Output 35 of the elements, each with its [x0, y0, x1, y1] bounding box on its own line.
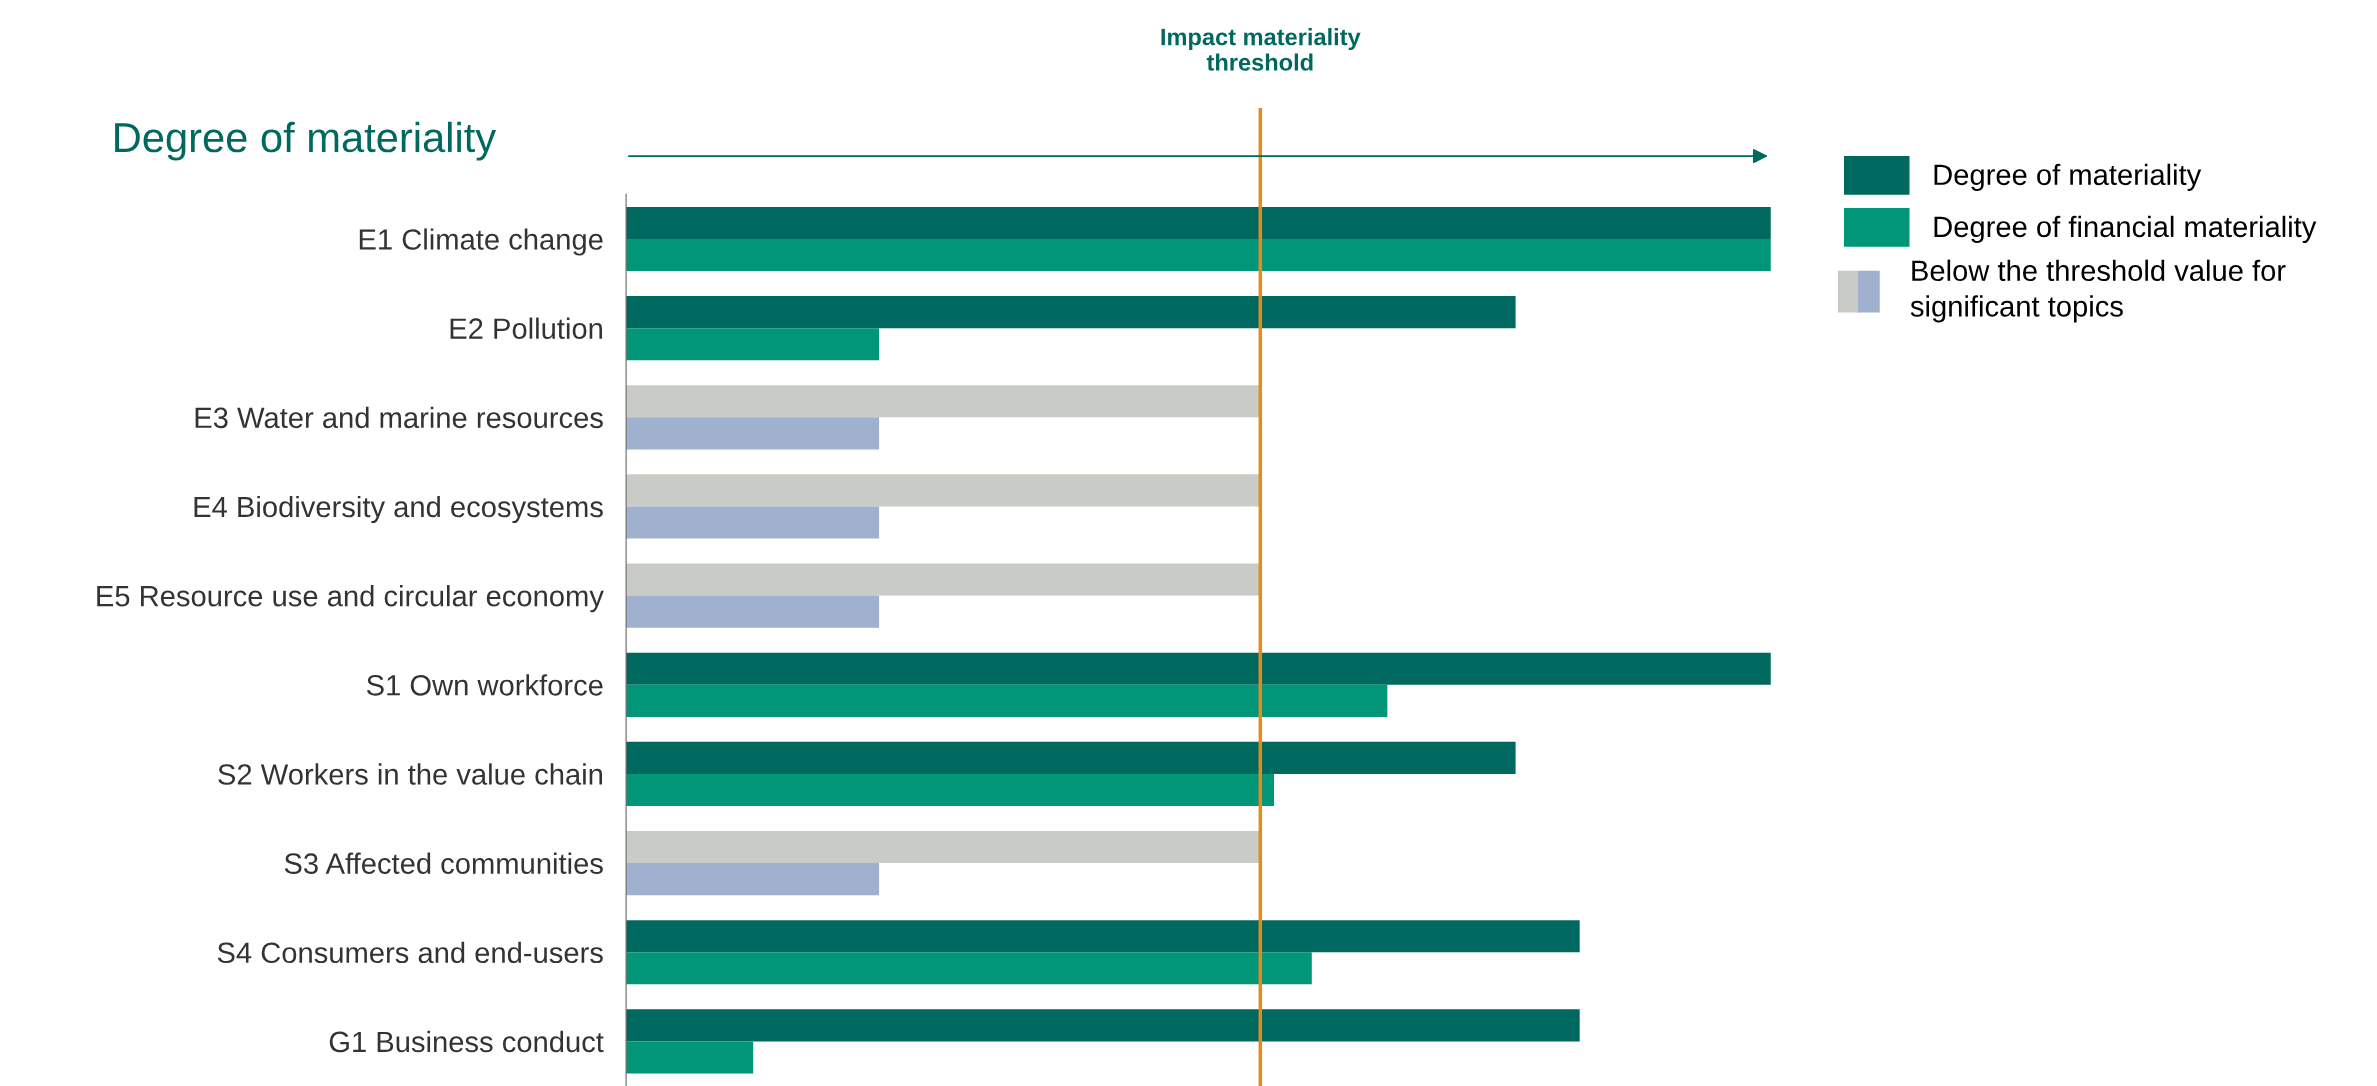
y-tick-label: E3 Water and marine resources [195, 406, 603, 429]
y-tick-label: S3 Affected communities [284, 852, 603, 874]
bar [626, 652, 1771, 685]
y-tick-label: E4 Biodiversity and ecosystems [194, 495, 603, 524]
legend-label: Degree of financial materiality [1934, 215, 2317, 243]
bar [626, 385, 1261, 418]
bar [626, 1041, 754, 1074]
bar [626, 684, 1388, 717]
bar [626, 328, 880, 361]
bar [626, 773, 1275, 807]
y-tick-label: E2 Pollution [450, 317, 602, 339]
y-tick-label: E1 Climate change [359, 228, 603, 256]
legend-label: Degree of materiality [1934, 163, 2202, 191]
ref-line-label: Impact materiality threshold [1161, 28, 1361, 71]
bar [626, 831, 1261, 864]
bar [626, 206, 1771, 239]
y-tick-label: G1 Business conduct [329, 1030, 604, 1053]
bar [626, 1009, 1580, 1042]
bar [626, 474, 1261, 507]
y-tick-label: E5 Resource use and circular economy [97, 585, 604, 613]
bar [626, 563, 1261, 596]
bar [626, 863, 880, 896]
bar [626, 741, 1516, 774]
bar [626, 296, 1516, 329]
bar [626, 238, 1771, 272]
y-tick-label: S2 Workers in the value chain [218, 763, 603, 785]
bar [626, 952, 1312, 985]
y-tick-label: S1 Own workforce [366, 674, 603, 696]
bar [626, 506, 880, 539]
y-tick-label: S4 Consumers and end-users [217, 941, 603, 964]
text: Below the threshold value for significant topics [1910, 259, 2286, 323]
bar [626, 920, 1580, 953]
bar [626, 595, 880, 628]
x-axis-title: Degree of materiality [115, 121, 497, 161]
bar [626, 417, 880, 450]
